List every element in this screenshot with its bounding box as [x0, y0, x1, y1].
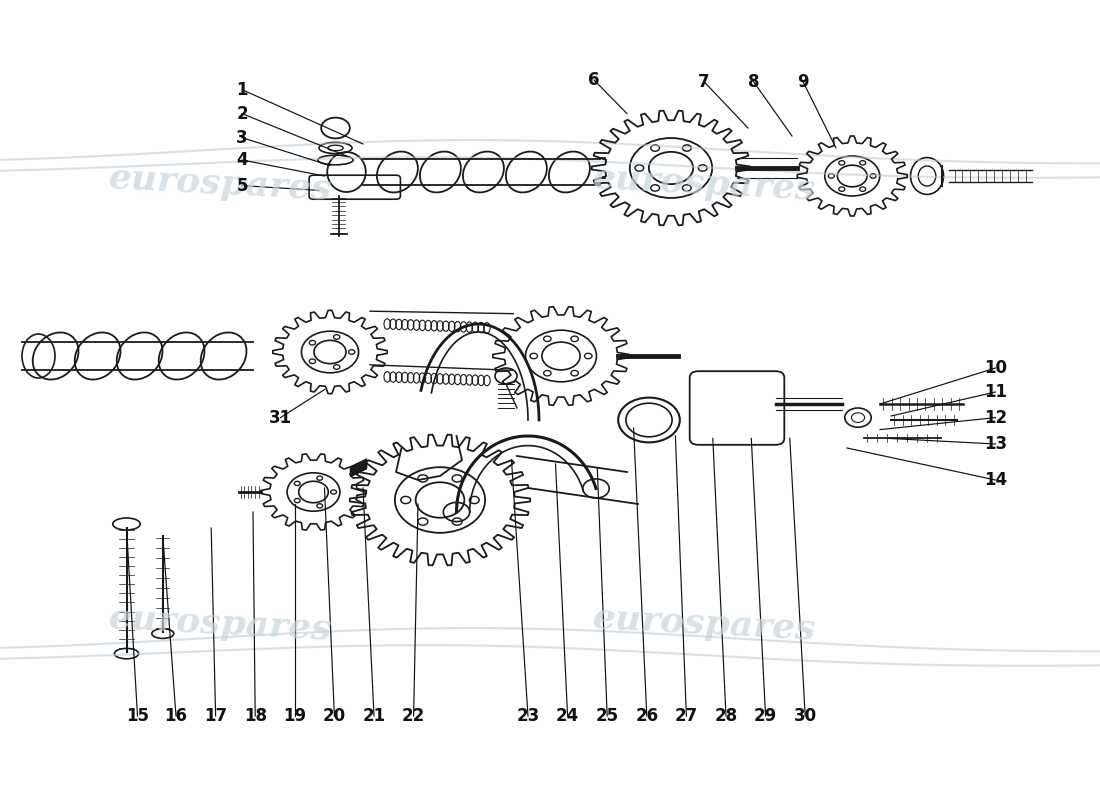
- Text: 9: 9: [798, 73, 808, 90]
- Text: 14: 14: [983, 471, 1008, 489]
- Text: 22: 22: [402, 707, 426, 725]
- Text: eurospares: eurospares: [108, 161, 332, 207]
- Text: 28: 28: [714, 707, 738, 725]
- Text: 6: 6: [588, 71, 600, 89]
- Text: 26: 26: [635, 707, 659, 725]
- Text: eurospares: eurospares: [108, 601, 332, 647]
- Text: 16: 16: [165, 707, 187, 725]
- Text: eurospares: eurospares: [592, 601, 816, 647]
- Text: 13: 13: [983, 435, 1008, 453]
- Text: 19: 19: [283, 707, 307, 725]
- Text: 10: 10: [984, 359, 1006, 377]
- Text: 2: 2: [236, 105, 248, 122]
- Text: 18: 18: [244, 707, 266, 725]
- Text: 27: 27: [674, 707, 698, 725]
- Text: 3: 3: [236, 129, 248, 146]
- Text: 24: 24: [556, 707, 580, 725]
- Text: 15: 15: [126, 707, 148, 725]
- Text: 31: 31: [268, 409, 293, 426]
- Text: 5: 5: [236, 177, 248, 194]
- Text: 8: 8: [748, 73, 759, 90]
- Text: 11: 11: [984, 383, 1006, 401]
- Text: 21: 21: [362, 707, 386, 725]
- Text: eurospares: eurospares: [592, 161, 816, 207]
- Text: 4: 4: [236, 151, 248, 169]
- Text: 29: 29: [754, 707, 778, 725]
- Text: 17: 17: [204, 707, 228, 725]
- Text: 25: 25: [595, 707, 619, 725]
- Text: 30: 30: [793, 707, 817, 725]
- Text: 23: 23: [516, 707, 540, 725]
- Text: 20: 20: [322, 707, 346, 725]
- Text: 1: 1: [236, 81, 248, 98]
- Text: 12: 12: [983, 409, 1008, 426]
- Text: 7: 7: [698, 73, 710, 90]
